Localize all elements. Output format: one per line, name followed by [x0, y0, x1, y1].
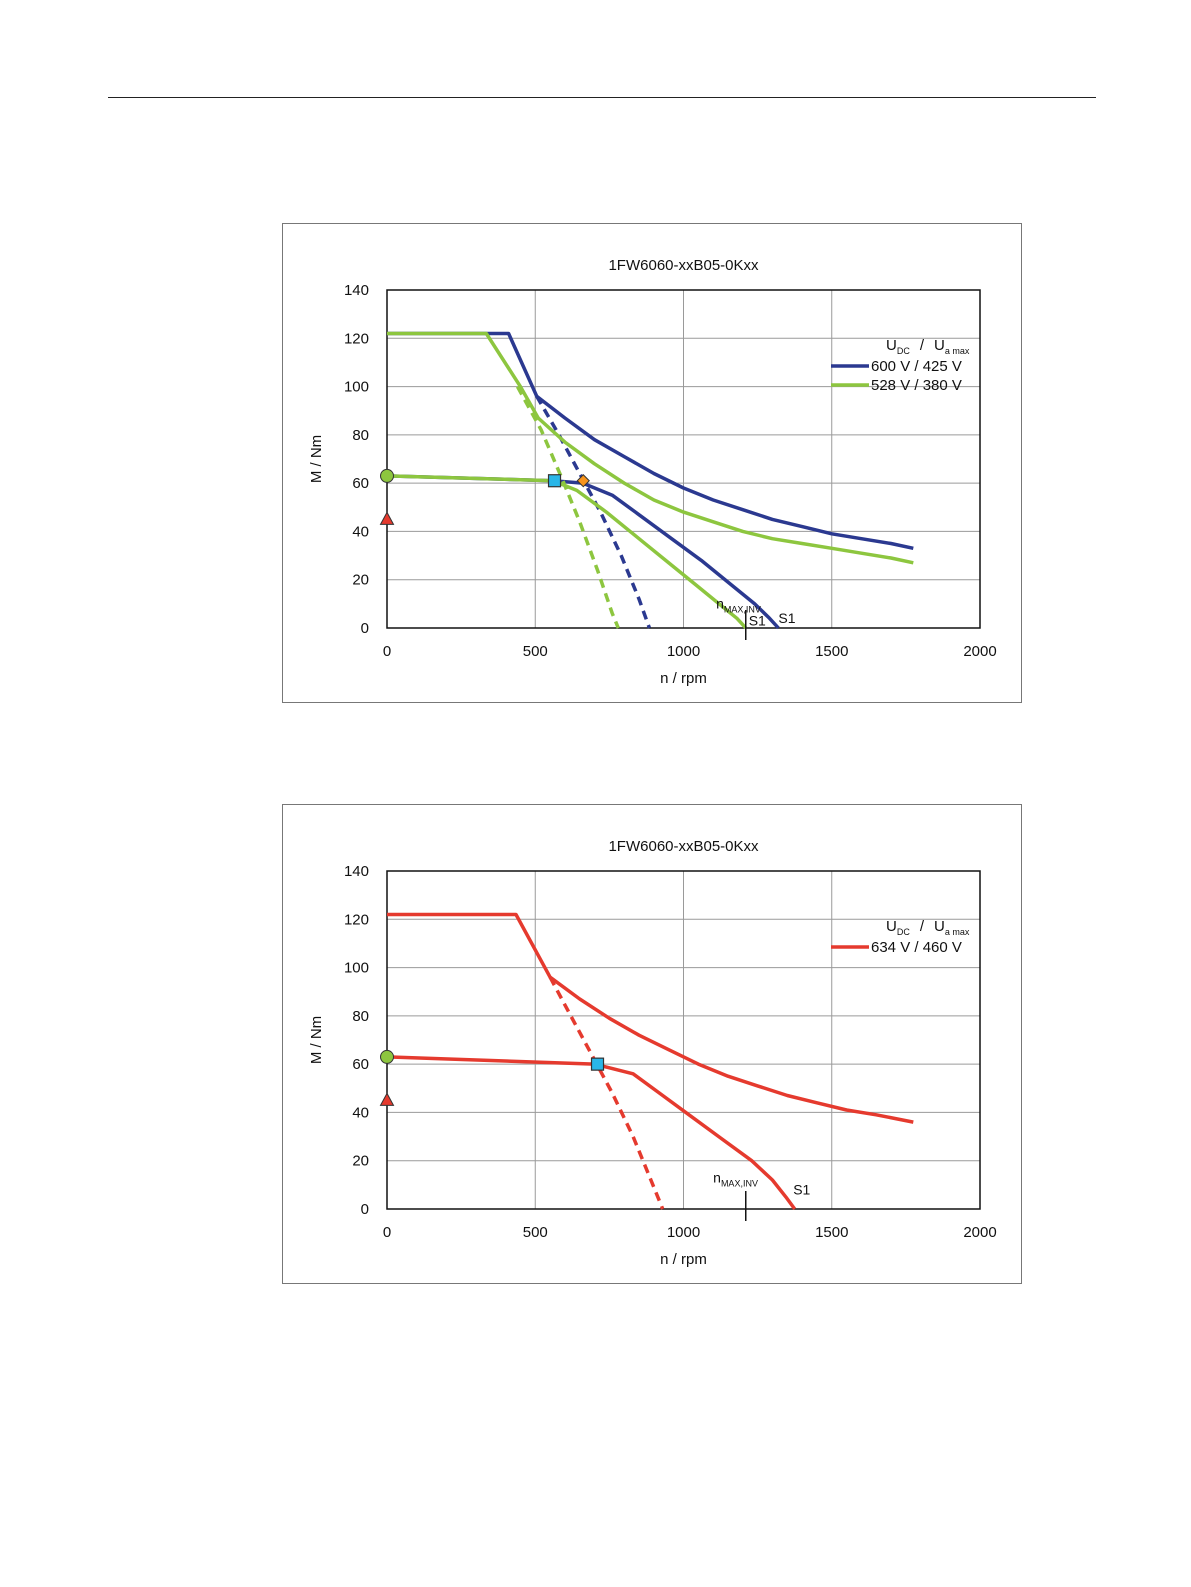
x-tick-label: 2000: [963, 1224, 996, 1241]
series-blue-peak: [387, 331, 914, 551]
legend-title: UDC / Ua max: [886, 918, 970, 937]
y-axis-label: M / Nm: [308, 435, 325, 483]
marker-square: [547, 474, 562, 488]
legend-title: UDC / Ua max: [886, 337, 970, 356]
legend-title-sub-1: DC: [897, 346, 910, 356]
series-green-peak-ext: [515, 385, 620, 629]
x-axis-label: n / rpm: [660, 670, 707, 687]
x-tick-label: 500: [523, 643, 548, 660]
x-tick-label: 0: [383, 1224, 391, 1241]
nmax-inv-label: nMAX,INV: [713, 1169, 758, 1188]
s1-label: S1: [749, 613, 766, 629]
y-tick-label: 40: [352, 523, 369, 540]
y-axis-label: M / Nm: [308, 1016, 325, 1064]
marker-diamond: [576, 474, 590, 488]
y-tick-label: 20: [352, 1153, 369, 1170]
y-tick-label: 0: [361, 1201, 369, 1218]
series-blue-s1: [386, 474, 780, 630]
y-tick-label: 60: [352, 475, 369, 492]
y-tick-label: 80: [352, 427, 369, 444]
x-tick-label: 1000: [667, 1224, 700, 1241]
series-red-s1: [386, 1055, 797, 1211]
x-tick-label: 1000: [667, 643, 700, 660]
chart-title: 1FW6060-xxB05-0Kxx: [608, 257, 759, 274]
nmax-inv-subscript: MAX,INV: [724, 605, 761, 615]
marker-triangle: [379, 1092, 395, 1106]
x-tick-label: 2000: [963, 643, 996, 660]
series-red-peak: [387, 912, 914, 1124]
torque-speed-chart-2: 1FW6060-xxB05-0Kxx 0 500 1000 1500 2000 0 20 40 6…: [282, 804, 1022, 1284]
legend-title-sub-2: a max: [945, 346, 970, 356]
series-green-peak: [387, 331, 914, 565]
chart-title: 1FW6060-xxB05-0Kxx: [608, 838, 759, 855]
y-tick-label: 0: [361, 620, 369, 637]
chart-svg: 1FW6060-xxB05-0Kxx 0 500 1000 1500 2000 0 20 40 6…: [308, 257, 997, 687]
torque-speed-chart-1: 1FW6060-xxB05-0Kxx 0 500 1000 1500 2000 0 20 40 6…: [282, 223, 1022, 703]
y-tick-label: 20: [352, 572, 369, 589]
y-tick-label: 120: [344, 330, 369, 347]
legend-title-sub-1: DC: [897, 927, 910, 937]
y-tick-label: 140: [344, 282, 369, 299]
marker-circle: [380, 1049, 394, 1064]
x-tick-label: 0: [383, 643, 391, 660]
x-tick-label: 500: [523, 1224, 548, 1241]
y-tick-label: 100: [344, 379, 369, 396]
nmax-inv-subscript: MAX,INV: [721, 1178, 758, 1188]
series-red-peak-ext: [548, 976, 665, 1210]
header-rule: [108, 97, 1096, 98]
plot-area: [386, 870, 981, 1210]
legend-entry: 600 V / 425 V: [871, 358, 962, 375]
legend-entry: 634 V / 460 V: [871, 939, 962, 956]
x-tick-label: 1500: [815, 643, 848, 660]
x-axis-label: n / rpm: [660, 1251, 707, 1268]
marker-triangle: [379, 511, 395, 525]
s1-label: S1: [778, 610, 795, 626]
y-tick-label: 60: [352, 1056, 369, 1073]
y-tick-label: 40: [352, 1104, 369, 1121]
y-tick-label: 140: [344, 863, 369, 880]
legend-title-sep: /: [920, 337, 925, 354]
s1-label: S1: [793, 1182, 810, 1198]
marker-square: [590, 1057, 605, 1071]
plot-area: [386, 289, 981, 629]
y-tick-label: 100: [344, 960, 369, 977]
series-green-s1: [386, 474, 748, 630]
legend-title-main-2: U: [934, 337, 945, 354]
legend-entry: 528 V / 380 V: [871, 377, 962, 394]
legend-title-sep: /: [920, 918, 925, 935]
marker-circle: [380, 468, 394, 483]
series-blue-peak-ext: [535, 395, 652, 629]
legend-title-sub-2: a max: [945, 927, 970, 937]
y-tick-label: 80: [352, 1008, 369, 1025]
x-tick-label: 1500: [815, 1224, 848, 1241]
legend-title-main-2: U: [934, 918, 945, 935]
chart-svg: 1FW6060-xxB05-0Kxx 0 500 1000 1500 2000 0 20 40 6…: [308, 838, 997, 1268]
y-tick-label: 120: [344, 911, 369, 928]
